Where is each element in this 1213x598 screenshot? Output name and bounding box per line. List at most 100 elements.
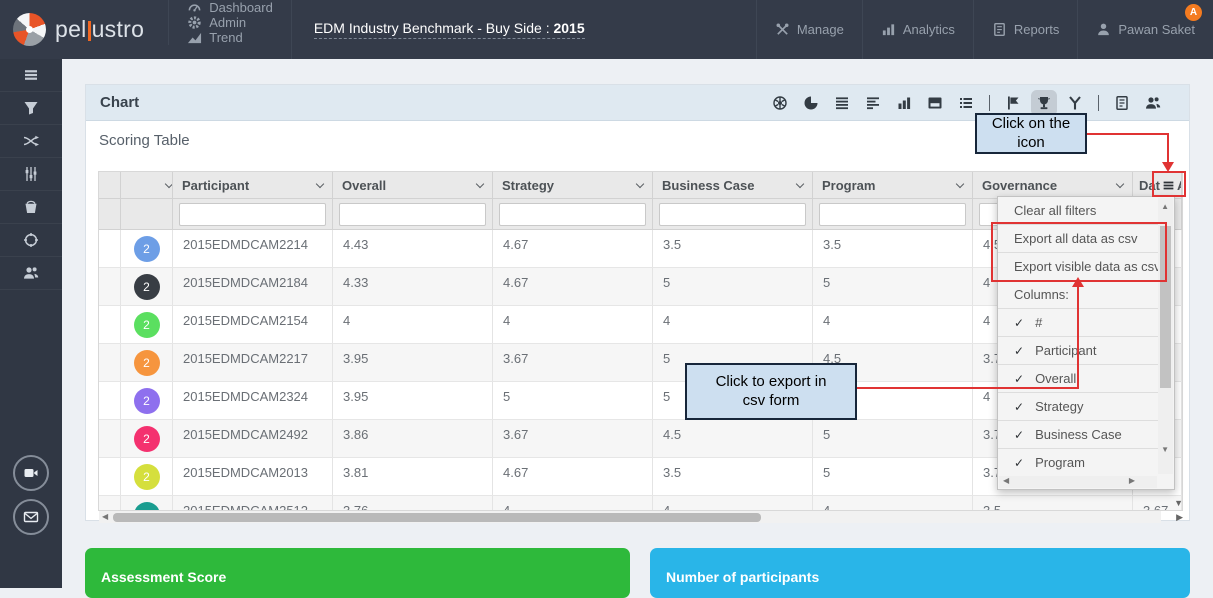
table-horizontal-scrollbar[interactable]: ◀: [99, 511, 1161, 523]
toolbar-bar-chart-icon[interactable]: [896, 95, 912, 111]
nav-item-label: Manage: [796, 22, 844, 37]
sidebar-item-sliders[interactable]: [0, 158, 62, 191]
scroll-right-arrow-icon[interactable]: ▶: [1128, 476, 1135, 485]
toolbar-pie-chart-icon[interactable]: [803, 95, 819, 111]
nav-item-pawan-saket[interactable]: Pawan Saket: [1077, 0, 1213, 59]
program-cell: 4: [813, 306, 973, 343]
nav-item-label: Trend: [209, 30, 243, 45]
row-handle-cell: [99, 230, 121, 267]
toolbar-align-justify-icon[interactable]: [834, 95, 850, 111]
business-case-cell: 4.5: [653, 420, 813, 457]
data-architecture-cell: [1133, 420, 1182, 457]
header-governance[interactable]: Governance: [973, 172, 1133, 198]
scrollbar-thumb[interactable]: [113, 512, 761, 522]
dropdown-horizontal-scrollbar[interactable]: ◀ ▶: [999, 476, 1157, 488]
export-callout: Click to export in csv form: [685, 363, 857, 420]
toolbar-image-icon[interactable]: [927, 95, 943, 111]
column-label: Program: [822, 177, 876, 193]
column-label: Business Case: [662, 177, 755, 193]
sidebar-fab-camera[interactable]: [13, 455, 49, 491]
scroll-left-arrow-icon[interactable]: ◀: [1003, 476, 1010, 485]
filter-cell-data: [1133, 199, 1182, 229]
filter-input-strategy[interactable]: [499, 203, 646, 226]
toolbar-align-left-icon[interactable]: [865, 95, 881, 111]
filter-cell-strategy: [493, 199, 653, 229]
menu-item-clear-all-filters[interactable]: Clear all filters: [998, 197, 1158, 225]
scroll-down-arrow-icon[interactable]: ▼: [1161, 445, 1169, 454]
dropdown-vertical-scrollbar[interactable]: ▲ ▼: [1158, 198, 1173, 474]
mail-icon: [23, 509, 39, 525]
column-menu-icon[interactable]: [1162, 179, 1175, 192]
toolbar-list-icon[interactable]: [958, 95, 974, 111]
filter-input-overall[interactable]: [339, 203, 486, 226]
toolbar-donut-chart-icon[interactable]: [772, 95, 788, 111]
scroll-right-arrow-icon[interactable]: ▶: [1176, 512, 1183, 522]
menu-item-export-all-data-as-csv[interactable]: Export all data as csv: [998, 225, 1158, 253]
nav-item-manage[interactable]: Manage: [755, 0, 862, 59]
header-strategy[interactable]: Strategy: [493, 172, 653, 198]
program-cell: [813, 382, 973, 419]
nav-item-reports[interactable]: Reports: [972, 0, 1078, 59]
table-row[interactable]: 2 2015EDMDCAM2184 4.33 4.67 5 5 4: [99, 268, 1182, 306]
header-rank-cell[interactable]: [121, 172, 173, 198]
rank-badge: 2: [133, 349, 160, 376]
column-toggle-overall[interactable]: ✓ Overall: [998, 365, 1158, 393]
bottom-panel-number-of-participants[interactable]: Number of participants: [650, 548, 1190, 598]
header-participant[interactable]: Participant: [173, 172, 333, 198]
scroll-down-arrow-icon[interactable]: ▼: [1174, 498, 1183, 508]
nav-item-label: Pawan Saket: [1118, 22, 1195, 37]
nav-item-admin[interactable]: Admin: [168, 15, 291, 30]
rank-badge: 2: [133, 387, 160, 414]
toolbar-group-icon[interactable]: [1145, 95, 1161, 111]
chart-toolbar: [772, 94, 1175, 111]
column-toggle-label: Strategy: [1035, 399, 1084, 414]
sidebar-fab-mail[interactable]: [13, 499, 49, 535]
benchmark-title-year: 2015: [553, 20, 585, 36]
nav-item-analytics[interactable]: Analytics: [861, 0, 973, 59]
nav-item-trend[interactable]: Trend: [168, 30, 291, 45]
strategy-cell: 5: [493, 382, 653, 419]
column-menu-items: Clear all filters Export all data as csv E…: [998, 197, 1158, 475]
data-architecture-cell: [1133, 230, 1182, 267]
row-handle-cell: [99, 306, 121, 343]
column-toggle-business-case[interactable]: ✓ Business Case: [998, 421, 1158, 449]
bottom-panel-assessment-score[interactable]: Assessment Score: [85, 548, 630, 598]
scroll-left-arrow-icon[interactable]: ◀: [102, 512, 109, 521]
nav-menu-right: Manage Analytics Reports Pawan Saket: [755, 0, 1213, 59]
participant-cell: 2015EDMDCAM2324: [173, 382, 333, 419]
header-overall[interactable]: Overall: [333, 172, 493, 198]
data-architecture-cell: [1133, 344, 1182, 381]
column-toggle-program[interactable]: ✓ Program: [998, 449, 1158, 475]
sidebar-item-target[interactable]: [0, 224, 62, 257]
header-data-architecture[interactable]: Dat A: [1133, 172, 1182, 198]
toolbar-flag-icon[interactable]: [1005, 95, 1021, 111]
rank-badge: 2: [133, 235, 160, 262]
sidebar-item-filter[interactable]: [0, 92, 62, 125]
column-toggle-#[interactable]: ✓ #: [998, 309, 1158, 337]
column-toggle-strategy[interactable]: ✓ Strategy: [998, 393, 1158, 421]
filter-input-program[interactable]: [819, 203, 966, 226]
column-toggle-label: Participant: [1035, 343, 1097, 358]
scroll-up-arrow-icon[interactable]: ▲: [1161, 202, 1169, 211]
sidebar-item-group[interactable]: [0, 257, 62, 290]
column-toggle-participant[interactable]: ✓ Participant: [998, 337, 1158, 365]
filter-input-participant[interactable]: [179, 203, 326, 226]
checkmark-icon: ✓: [1014, 455, 1025, 470]
app-logo[interactable]: pel ustro: [0, 0, 168, 59]
sidebar-item-menu[interactable]: [0, 59, 62, 92]
benchmark-title: EDM Industry Benchmark - Buy Side : 2015: [290, 0, 595, 59]
header-program[interactable]: Program: [813, 172, 973, 198]
sidebar-item-shuffle[interactable]: [0, 125, 62, 158]
nav-item-dashboard[interactable]: Dashboard: [168, 0, 291, 15]
toolbar-report-icon[interactable]: [1114, 95, 1130, 111]
header-business-case[interactable]: Business Case: [653, 172, 813, 198]
filter-input-business-case[interactable]: [659, 203, 806, 226]
sidebar-item-bucket[interactable]: [0, 191, 62, 224]
scrollbar-thumb[interactable]: [1160, 226, 1171, 388]
benchmark-title-text[interactable]: EDM Industry Benchmark - Buy Side : 2015: [313, 20, 585, 39]
notification-badge[interactable]: A: [1185, 4, 1202, 21]
toolbar-trophy-icon[interactable]: [1036, 94, 1052, 111]
data-architecture-cell: [1133, 306, 1182, 343]
toolbar-medal-icon[interactable]: [1067, 95, 1083, 111]
